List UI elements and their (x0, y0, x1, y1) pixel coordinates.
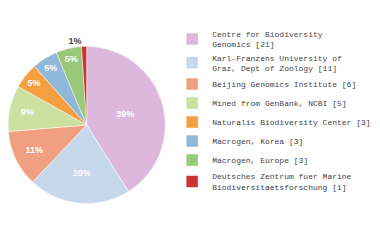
svg-text:Karl-Franzens University ofGra: Karl-Franzens University ofGraz, Dept of… (212, 54, 342, 73)
svg-text:1%: 1% (69, 36, 82, 46)
svg-text:Naturalis Biodiversity Center: Naturalis Biodiversity Center [3] (212, 118, 370, 127)
svg-text:Beijing Genomics Institute [6]: Beijing Genomics Institute [6] (212, 80, 356, 89)
svg-text:11%: 11% (26, 145, 44, 155)
svg-text:Macrogen, Europe [3]: Macrogen, Europe [3] (212, 156, 308, 165)
svg-text:5%: 5% (44, 63, 57, 73)
svg-text:5%: 5% (65, 54, 78, 64)
svg-text:20%: 20% (73, 168, 91, 178)
svg-text:Centre for BiodiversityGenomic: Centre for BiodiversityGenomics [21] (212, 30, 323, 49)
svg-text:Macrogen, Korea [3]: Macrogen, Korea [3] (212, 137, 303, 146)
svg-text:9%: 9% (21, 107, 34, 117)
svg-text:5%: 5% (28, 78, 41, 88)
svg-text:39%: 39% (116, 109, 134, 119)
svg-text:Deutsches Zentrum fuer MarineB: Deutsches Zentrum fuer MarineBiodiversit… (212, 172, 351, 191)
svg-text:Mined from GenBank, NCBI [5]: Mined from GenBank, NCBI [5] (212, 99, 346, 108)
